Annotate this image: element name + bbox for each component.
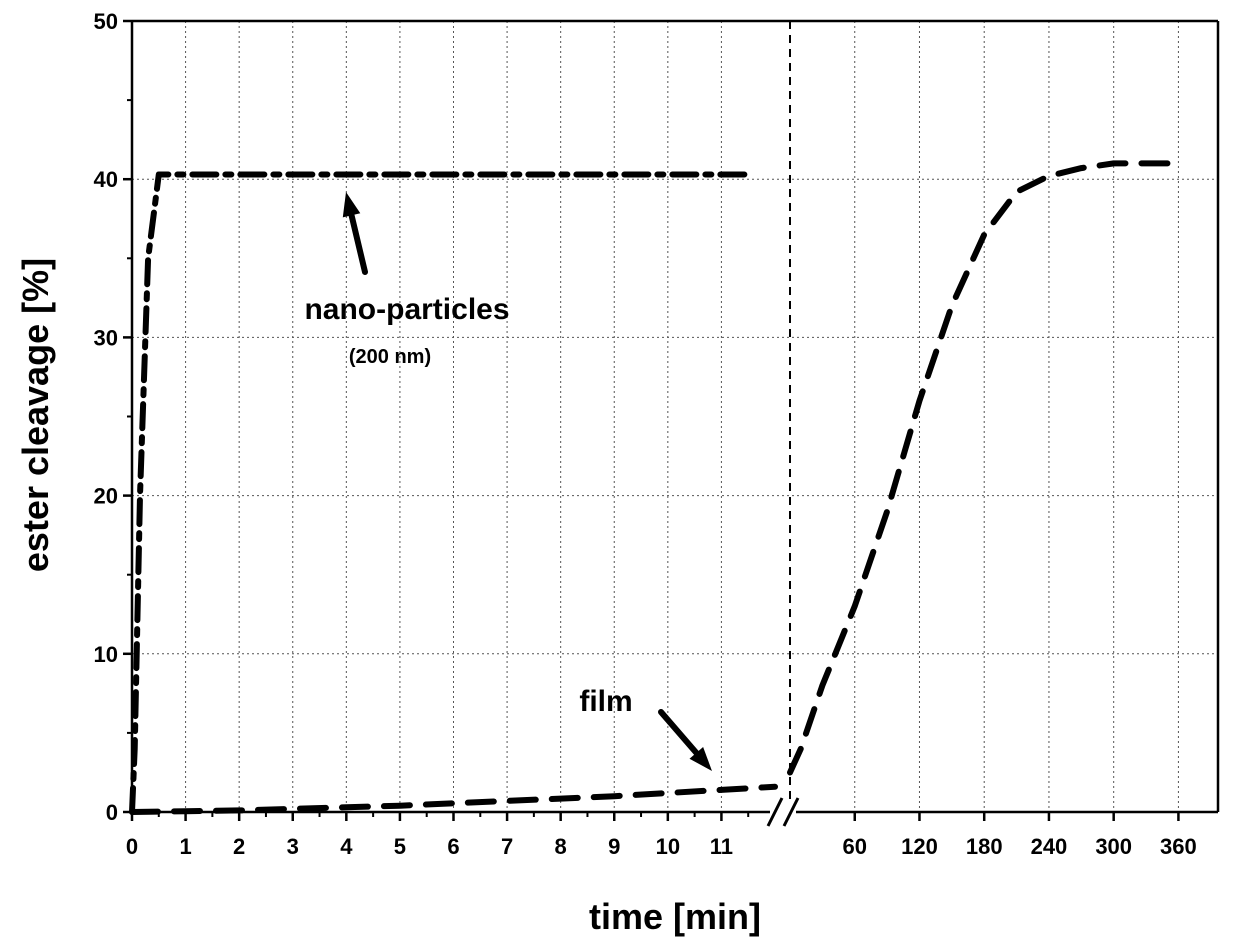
annotation-arrows bbox=[342, 192, 712, 771]
x-tick-label: 8 bbox=[555, 834, 567, 859]
x-tick-label: 3 bbox=[287, 834, 299, 859]
y-tick-label: 0 bbox=[106, 800, 118, 825]
annotation-arrow-nano-particles-head bbox=[342, 192, 361, 218]
x-tick-label: 1 bbox=[179, 834, 191, 859]
x-tick-label: 9 bbox=[608, 834, 620, 859]
grid-layer bbox=[132, 21, 1218, 812]
annotation-arrow-film-shaft bbox=[658, 709, 700, 756]
x-tick-label: 240 bbox=[1031, 834, 1068, 859]
x-tick-label: 6 bbox=[447, 834, 459, 859]
y-tick-label: 10 bbox=[94, 642, 118, 667]
y-tick-label: 50 bbox=[94, 9, 118, 34]
axis-break-mark bbox=[782, 797, 800, 827]
x-tick-label: 0 bbox=[126, 834, 138, 859]
annotation-layer: nano-particles (200 nm) film bbox=[304, 192, 712, 771]
x-tick-label: 360 bbox=[1160, 834, 1197, 859]
y-tick-label: 20 bbox=[94, 484, 118, 509]
y-tick-label: 40 bbox=[94, 167, 118, 192]
x-tick-label: 11 bbox=[710, 834, 733, 859]
annotation-nano-particles-size: (200 nm) bbox=[349, 346, 431, 368]
y-tick-label: 30 bbox=[94, 325, 118, 350]
annotation-film: film bbox=[579, 685, 632, 718]
axis-break-mark bbox=[766, 797, 784, 827]
x-tick-label: 7 bbox=[501, 834, 513, 859]
annotation-arrow-film-head bbox=[689, 746, 712, 771]
x-tick-label: 120 bbox=[901, 834, 938, 859]
series-film-segment2 bbox=[787, 160, 1182, 776]
annotation-arrow-nano-particles-shaft bbox=[348, 212, 368, 275]
x-tick-label: 2 bbox=[233, 834, 245, 859]
x-tick-label: 10 bbox=[656, 834, 680, 859]
x-tick-label: 5 bbox=[394, 834, 406, 859]
x-axis-title: time [min] bbox=[589, 896, 761, 937]
x-tick-label: 180 bbox=[966, 834, 1003, 859]
annotation-nano-particles: nano-particles bbox=[304, 293, 509, 326]
x-tick-label: 4 bbox=[340, 834, 353, 859]
series-nano-particles-segment1 bbox=[129, 171, 752, 815]
x-tick-label: 300 bbox=[1095, 834, 1132, 859]
x-tick-label: 60 bbox=[842, 834, 866, 859]
axes-layer: 0 10 20 30 40 50 0 1 2 3 4 5 6 7 8 9 10 11 60 120 180 240 300 3… bbox=[94, 9, 1220, 859]
series-film-segment1 bbox=[129, 783, 778, 815]
y-axis-title: ester cleavage [%] bbox=[15, 258, 56, 572]
series-layer bbox=[129, 160, 1182, 815]
